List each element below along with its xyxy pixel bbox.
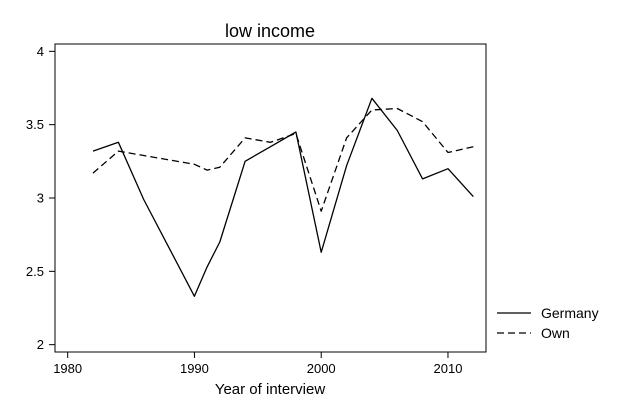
y-tick-label: 2: [37, 337, 44, 352]
legend: Germany Own: [497, 305, 599, 341]
x-tick-label: 1990: [180, 361, 209, 376]
x-tick-label: 1980: [53, 361, 82, 376]
y-tick-label: 3: [37, 191, 44, 206]
x-tick-label: 2010: [434, 361, 463, 376]
y-tick-label: 4: [37, 44, 44, 59]
legend-label-germany: Germany: [541, 305, 599, 321]
y-tick-label: 2.5: [26, 264, 44, 279]
chart-title: low income: [225, 21, 315, 41]
y-axis: 2 2.5 3 3.5 4: [26, 44, 55, 352]
x-tick-label: 2000: [307, 361, 336, 376]
legend-label-own: Own: [541, 325, 570, 341]
y-tick-label: 3.5: [26, 117, 44, 132]
series-line-own: [92, 107, 474, 212]
x-axis: 1980 1990 2000 2010: [53, 352, 462, 376]
x-axis-title: Year of interview: [215, 381, 326, 398]
series-line-germany: [92, 97, 474, 297]
series-layer: [92, 97, 474, 297]
